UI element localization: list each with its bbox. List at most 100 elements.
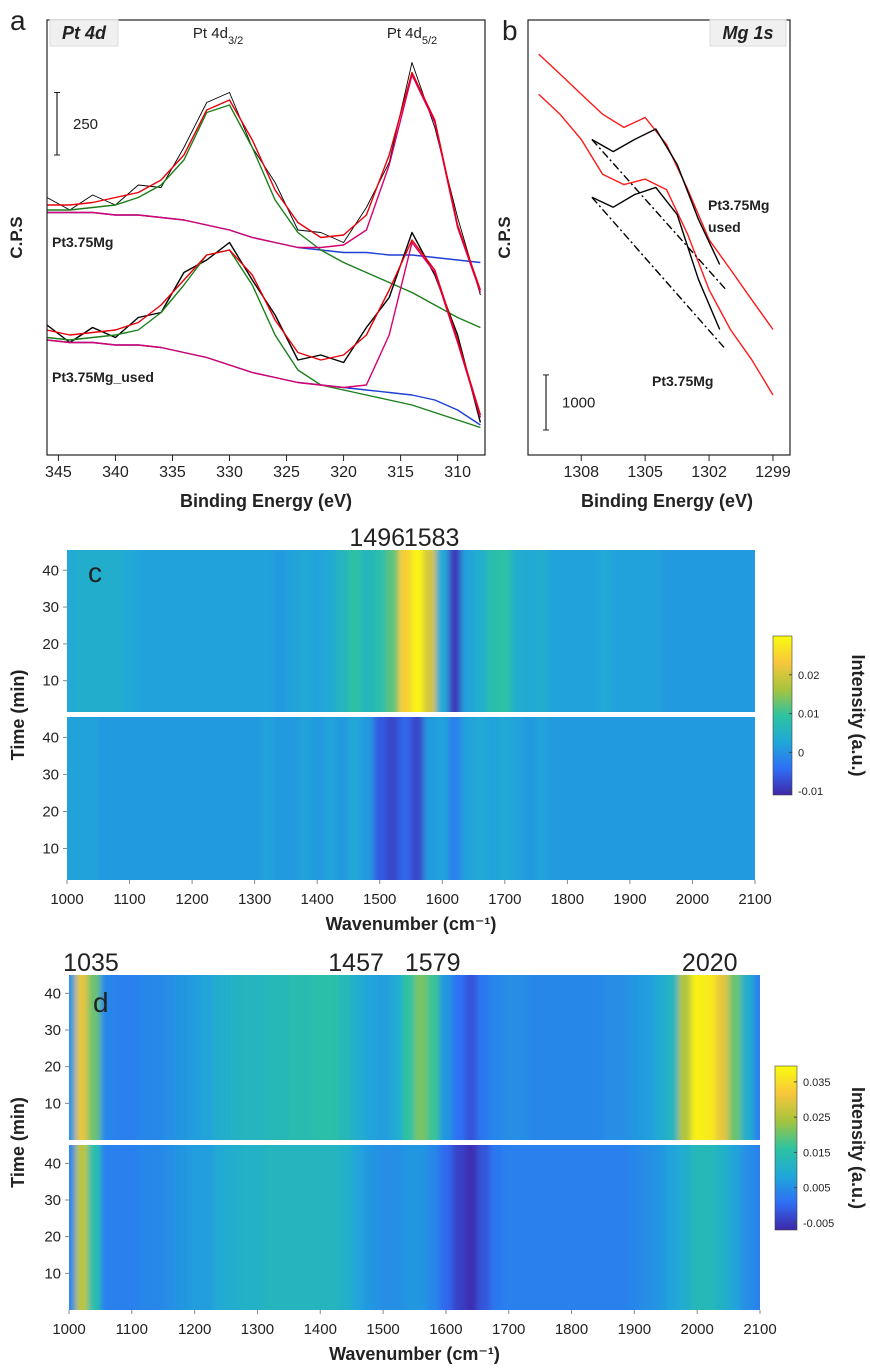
- heatmap-cell: [348, 550, 362, 712]
- panel-letter: c: [88, 557, 102, 588]
- plot-data: [47, 62, 482, 429]
- heatmap-half: [67, 550, 755, 712]
- heatmap-cell: [741, 975, 755, 1140]
- scale-label: 250: [73, 116, 98, 133]
- heatmap-cell: [461, 550, 475, 712]
- y-tick-label: 40: [42, 562, 59, 579]
- heatmap-cell: [665, 975, 679, 1140]
- heatmap-cell: [223, 550, 237, 712]
- heatmap-cell: [200, 1145, 215, 1310]
- x-tick-label: 1000: [52, 1321, 85, 1338]
- heatmap-cell: [573, 550, 587, 712]
- panel-title: Mg 1s: [722, 23, 773, 43]
- heatmap-cell: [175, 1145, 189, 1310]
- y-tick-label: 30: [44, 1022, 61, 1039]
- heatmap-cell: [511, 717, 525, 880]
- peak-subscript: 3/2: [228, 35, 243, 47]
- heatmap-cell: [238, 1145, 252, 1310]
- heatmap-cell: [112, 1145, 127, 1310]
- series-line: [47, 71, 482, 291]
- peak-annotation: Pt 4d5/2: [387, 25, 437, 47]
- heatmap-cell: [213, 975, 227, 1140]
- heatmap-cell: [548, 550, 562, 712]
- heatmap-cell: [653, 1145, 667, 1310]
- heatmap-cell: [523, 717, 537, 880]
- series-line: [591, 128, 721, 265]
- y-tick-label: 10: [42, 673, 59, 690]
- heatmap-cell: [173, 550, 187, 712]
- x-tick-label: 1500: [366, 1321, 399, 1338]
- heatmap-cell: [536, 717, 550, 880]
- heatmap-cell: [723, 717, 737, 880]
- heatmap-cell: [690, 975, 705, 1140]
- colorbar-tick-label: 0.005: [803, 1183, 831, 1195]
- peak-label: 2020: [682, 949, 738, 977]
- x-tick-label: 1700: [488, 891, 521, 908]
- x-tick-label: 1600: [429, 1321, 462, 1338]
- x-tick-label: 1200: [178, 1321, 211, 1338]
- heatmap-half: [69, 1145, 760, 1310]
- heatmap-cell: [310, 717, 325, 880]
- heatmap-cell: [138, 1145, 152, 1310]
- heatmap-cell: [523, 550, 537, 712]
- x-tick-label: 1400: [304, 1321, 337, 1338]
- x-tick-label: 2000: [680, 1321, 713, 1338]
- heatmap-cell: [288, 1145, 303, 1310]
- heatmap-cell: [540, 1145, 554, 1310]
- peak-label: 1496: [349, 524, 405, 552]
- heatmap-cell: [477, 975, 491, 1140]
- heatmap-cell: [552, 975, 566, 1140]
- colorbar-tick-label: 0.015: [803, 1147, 831, 1159]
- heatmap-cell: [67, 717, 74, 880]
- heatmap-cell: [436, 717, 450, 880]
- y-tick-label: 10: [44, 1265, 61, 1282]
- heatmap-cell: [473, 550, 487, 712]
- heatmap-cell: [385, 550, 400, 712]
- heatmap-cell: [273, 717, 287, 880]
- heatmap-cell: [439, 1145, 453, 1310]
- heatmap-cell: [602, 975, 617, 1140]
- series-line: [47, 241, 482, 418]
- heatmap-cell: [486, 550, 500, 712]
- heatmap-cell: [163, 975, 177, 1140]
- y-tick-label: 10: [42, 841, 59, 858]
- heatmap-cell: [489, 975, 504, 1140]
- colorbar: [774, 1065, 798, 1231]
- x-tick-label: 1900: [618, 1321, 651, 1338]
- heatmap-cell: [748, 550, 755, 712]
- heatmap-cell: [138, 975, 152, 1140]
- heatmap-cell: [716, 1145, 730, 1310]
- heatmap-cell: [653, 975, 667, 1140]
- sample-label: used: [708, 219, 741, 235]
- heatmap-cell: [67, 550, 74, 712]
- heatmap-cell: [73, 550, 87, 712]
- y-tick-label: 30: [44, 1192, 61, 1209]
- x-tick-label: 1700: [492, 1321, 525, 1338]
- heatmap-cell: [673, 717, 687, 880]
- heatmap-cell: [200, 975, 215, 1140]
- heatmap-cell: [298, 550, 312, 712]
- heatmap-cell: [238, 975, 252, 1140]
- heatmap-cell: [364, 975, 378, 1140]
- x-tick-label: 345: [45, 464, 72, 481]
- heatmap-cell: [636, 550, 650, 712]
- x-tick-label: 1308: [563, 464, 599, 481]
- heatmap-cell: [678, 975, 692, 1140]
- colorbar-tick-label: 0.035: [803, 1077, 831, 1089]
- heatmap-cell: [414, 975, 428, 1140]
- x-tick-label: 1100: [113, 891, 145, 908]
- heatmap-cell: [661, 550, 675, 712]
- heatmap-cell: [301, 975, 315, 1140]
- heatmap-cell: [85, 550, 99, 712]
- y-tick-label: 30: [42, 766, 59, 783]
- peak-label: 1583: [404, 524, 460, 552]
- heatmap-cell: [160, 717, 174, 880]
- heatmap-cell: [565, 975, 579, 1140]
- heatmap-cell: [561, 550, 575, 712]
- y-tick-label: 40: [44, 1155, 61, 1172]
- heatmap-cell: [351, 1145, 365, 1310]
- heatmap-cell: [623, 550, 637, 712]
- heatmap-cell: [486, 717, 500, 880]
- heatmap-cell: [150, 1145, 164, 1310]
- x-tick-label: 325: [273, 464, 300, 481]
